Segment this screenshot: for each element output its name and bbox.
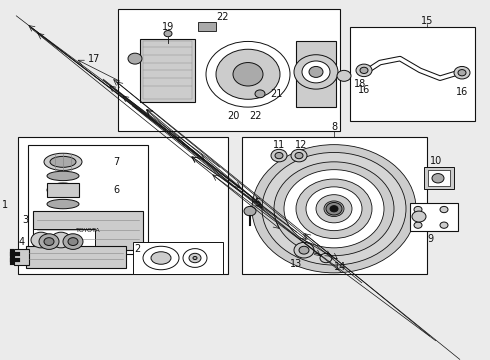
Ellipse shape	[47, 171, 79, 181]
Circle shape	[458, 69, 466, 76]
Text: 2: 2	[134, 244, 140, 255]
Circle shape	[189, 253, 201, 263]
Text: 9: 9	[427, 234, 433, 244]
Circle shape	[255, 90, 265, 98]
Circle shape	[356, 64, 372, 77]
Text: 19: 19	[162, 22, 174, 32]
Ellipse shape	[143, 246, 179, 270]
Bar	[143, 41, 192, 99]
Bar	[18, 137, 228, 274]
Circle shape	[309, 67, 323, 77]
Text: 15: 15	[421, 16, 433, 26]
Bar	[28, 145, 148, 254]
Text: 5: 5	[254, 198, 260, 208]
Circle shape	[316, 195, 352, 223]
Text: 1: 1	[2, 200, 8, 210]
Circle shape	[337, 70, 351, 81]
Circle shape	[294, 55, 338, 89]
Text: 11: 11	[273, 140, 285, 150]
Bar	[428, 170, 450, 186]
Text: 12: 12	[295, 140, 307, 150]
Text: 16: 16	[456, 87, 468, 97]
Bar	[26, 246, 126, 268]
Bar	[424, 167, 454, 189]
Circle shape	[454, 67, 470, 79]
Circle shape	[193, 256, 197, 260]
Text: 18: 18	[354, 78, 366, 89]
Text: 20: 20	[227, 111, 239, 121]
Bar	[133, 242, 223, 274]
Circle shape	[296, 179, 372, 238]
Circle shape	[252, 145, 416, 273]
Text: 3: 3	[22, 216, 28, 225]
Bar	[33, 229, 95, 254]
Circle shape	[183, 249, 207, 267]
Bar	[118, 9, 340, 131]
Text: 4: 4	[19, 237, 25, 247]
Circle shape	[128, 53, 142, 64]
Bar	[242, 137, 427, 274]
Circle shape	[302, 61, 330, 83]
Text: 8: 8	[331, 122, 337, 132]
Bar	[410, 203, 458, 231]
Circle shape	[68, 238, 78, 246]
Circle shape	[262, 152, 406, 265]
Circle shape	[271, 149, 287, 162]
Text: 21: 21	[270, 89, 282, 99]
Circle shape	[294, 242, 314, 258]
Circle shape	[274, 162, 394, 256]
Text: 10: 10	[430, 156, 442, 166]
Circle shape	[291, 149, 307, 162]
Ellipse shape	[47, 183, 79, 197]
Circle shape	[306, 187, 362, 231]
Text: 17: 17	[88, 54, 100, 64]
Text: 7: 7	[113, 157, 119, 167]
Circle shape	[320, 253, 332, 263]
Ellipse shape	[44, 153, 82, 170]
Bar	[33, 211, 143, 250]
Circle shape	[299, 246, 309, 254]
Circle shape	[206, 41, 290, 107]
Circle shape	[216, 49, 280, 99]
Circle shape	[39, 234, 59, 249]
Bar	[47, 183, 79, 197]
Ellipse shape	[151, 252, 171, 264]
Circle shape	[440, 222, 448, 228]
Circle shape	[164, 31, 172, 37]
Circle shape	[360, 67, 368, 73]
Ellipse shape	[47, 199, 79, 209]
Circle shape	[414, 222, 422, 228]
Circle shape	[324, 201, 344, 217]
Ellipse shape	[50, 156, 76, 167]
Circle shape	[414, 206, 422, 213]
Circle shape	[412, 211, 426, 222]
Bar	[14, 249, 29, 265]
Text: 16: 16	[358, 85, 370, 95]
Text: TOYOTA: TOYOTA	[75, 228, 100, 233]
Circle shape	[44, 238, 54, 246]
Circle shape	[326, 202, 342, 215]
Circle shape	[233, 63, 263, 86]
Circle shape	[432, 174, 444, 183]
Text: 14: 14	[334, 262, 346, 273]
Bar	[140, 39, 195, 102]
Circle shape	[31, 232, 51, 248]
Circle shape	[284, 170, 384, 248]
Text: 22: 22	[249, 111, 261, 121]
Bar	[198, 22, 216, 31]
Circle shape	[330, 206, 338, 212]
Circle shape	[244, 206, 256, 216]
Circle shape	[63, 234, 83, 249]
Circle shape	[51, 232, 71, 248]
Text: 22: 22	[216, 12, 228, 22]
Bar	[350, 27, 475, 121]
Text: 13: 13	[290, 259, 302, 269]
Text: 6: 6	[113, 185, 119, 195]
Circle shape	[440, 206, 448, 213]
Bar	[296, 41, 336, 107]
Circle shape	[295, 152, 303, 159]
Circle shape	[275, 152, 283, 159]
